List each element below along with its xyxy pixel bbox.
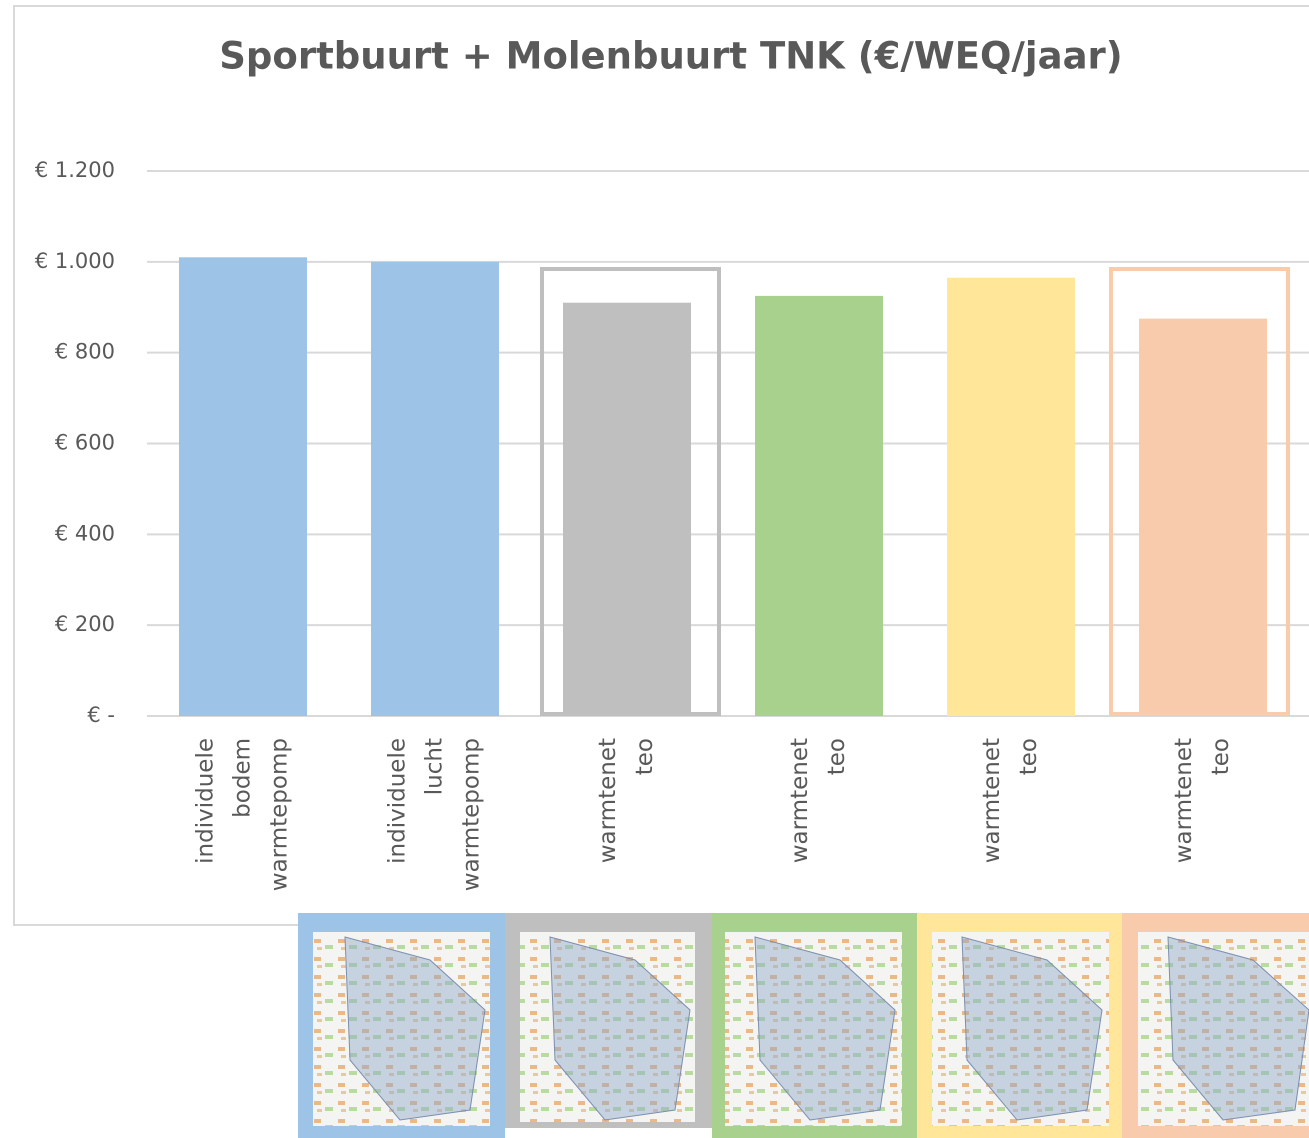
x-tick-label: warmtepomp bbox=[267, 738, 293, 891]
x-tick-label: teo bbox=[1016, 738, 1042, 775]
x-tick-label: lucht bbox=[422, 738, 448, 795]
x-tick-label: warmtenet bbox=[595, 738, 621, 863]
x-tick-label: individuele bbox=[193, 738, 219, 864]
x-tick-label: warmtenet bbox=[1171, 738, 1197, 863]
x-tick-label: teo bbox=[632, 738, 658, 775]
x-tick-label: bodem bbox=[230, 738, 256, 818]
bar bbox=[563, 302, 691, 716]
bar bbox=[179, 257, 307, 716]
highlight-frame bbox=[540, 267, 721, 716]
x-tick-label: teo bbox=[1208, 738, 1234, 775]
highlight-frame bbox=[1109, 267, 1290, 716]
bar bbox=[755, 295, 883, 716]
map-thumbnail bbox=[505, 913, 712, 1128]
map-thumbnail bbox=[298, 913, 505, 1138]
y-tick-label: € 1.200 bbox=[35, 158, 115, 182]
x-tick-label: teo bbox=[824, 738, 850, 775]
map-thumbnail bbox=[917, 913, 1122, 1138]
plot-area: € - € 200 € 400 € 600 € 800 € 1.000 € 1.200 ind… bbox=[35, 158, 1309, 891]
x-tick-label: individuele bbox=[385, 738, 411, 864]
x-tick-label: warmtenet bbox=[979, 738, 1005, 863]
map-thumbnails bbox=[298, 913, 1309, 1138]
map-thumbnail bbox=[1122, 913, 1309, 1138]
map-thumbnail bbox=[712, 913, 917, 1138]
bar bbox=[947, 277, 1075, 716]
bar bbox=[1139, 318, 1267, 716]
y-tick-label: € 400 bbox=[55, 521, 115, 545]
y-tick-label: € 1.000 bbox=[35, 249, 115, 273]
chart-title: Sportbuurt + Molenbuurt TNK (€/WEQ/jaar) bbox=[219, 35, 1122, 78]
y-tick-label: € 600 bbox=[55, 431, 115, 455]
x-tick-label: warmtepomp bbox=[459, 738, 485, 891]
x-tick-label: warmtenet bbox=[787, 738, 813, 863]
y-tick-label: € 200 bbox=[55, 612, 115, 636]
y-tick-label: € - bbox=[87, 703, 115, 727]
y-tick-label: € 800 bbox=[55, 340, 115, 364]
bar bbox=[371, 261, 499, 716]
